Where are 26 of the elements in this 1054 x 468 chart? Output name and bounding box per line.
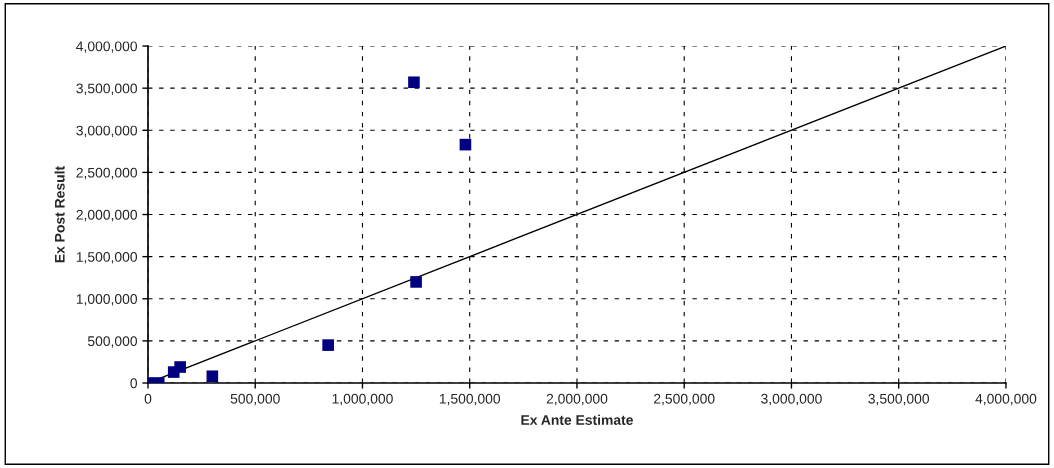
x-tick-label: 3,000,000 [761,393,822,406]
point [459,138,472,151]
x-tick-label: 1,500,000 [439,393,501,406]
y-tick-label: 1,500,000 [76,251,138,264]
point [408,76,420,89]
x-tick-label: 2,000,000 [546,393,608,406]
y-tick-label: 3,000,000 [76,125,138,138]
point [206,370,219,383]
point [322,339,334,351]
y-tick-label: 1,000,000 [76,294,138,306]
x-tick-label: 3,500,000 [868,393,930,406]
x-axis-title: Ex Ante Estimate [521,414,633,425]
point [410,276,422,288]
y-tick-label: 0 [130,378,138,389]
y-tick-label: 500,000 [87,336,138,348]
x-tick-label: 1,000,000 [332,393,393,406]
x-tick-label: 0 [144,393,152,404]
y-tick-label: 4,000,000 [76,41,138,53]
y-tick-label: 2,500,000 [76,167,138,180]
y-axis-title: Ex Post Result [54,166,65,263]
y-tick-label: 2,000,000 [76,209,138,222]
x-tick-label: 2,500,000 [654,393,715,406]
x-tick-label: 500,000 [230,393,280,406]
x-tick-label: 4,000,000 [975,393,1037,406]
point [174,361,186,373]
y-tick-label: 3,500,000 [76,83,138,95]
